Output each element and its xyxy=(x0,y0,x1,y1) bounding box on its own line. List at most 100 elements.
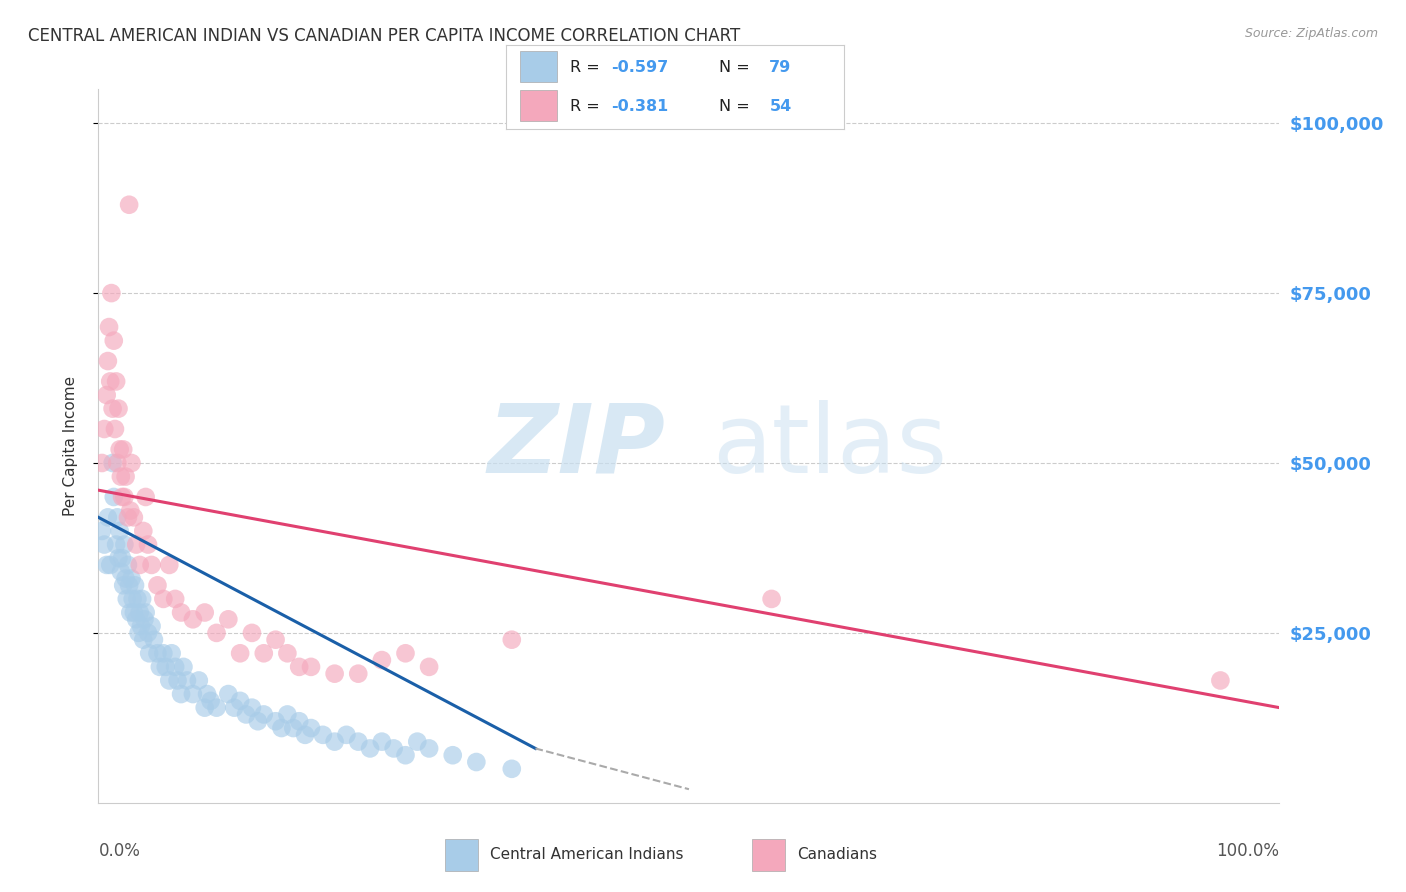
Point xyxy=(135,490,157,504)
Point xyxy=(294,728,316,742)
Point xyxy=(299,660,322,674)
Point xyxy=(146,578,169,592)
Point xyxy=(229,694,252,708)
Point xyxy=(125,612,148,626)
Point xyxy=(100,286,122,301)
Point xyxy=(142,632,165,647)
FancyBboxPatch shape xyxy=(446,839,478,871)
Point xyxy=(112,537,135,551)
Point xyxy=(98,558,121,572)
Point xyxy=(229,646,252,660)
Point xyxy=(135,606,157,620)
Point xyxy=(121,572,143,586)
Text: R =: R = xyxy=(571,60,605,75)
Point xyxy=(93,537,115,551)
Point xyxy=(132,524,155,538)
Point xyxy=(127,591,149,606)
Point xyxy=(114,469,136,483)
Point xyxy=(124,578,146,592)
Point xyxy=(114,572,136,586)
Point xyxy=(110,565,132,579)
Point xyxy=(371,734,394,748)
Point xyxy=(97,510,120,524)
Point xyxy=(107,551,129,566)
Point xyxy=(105,375,128,389)
Point xyxy=(194,700,217,714)
Point xyxy=(104,422,127,436)
Point xyxy=(97,354,120,368)
Point xyxy=(93,422,115,436)
Point xyxy=(108,442,131,457)
Point xyxy=(121,456,143,470)
Point xyxy=(240,626,263,640)
Point xyxy=(152,591,174,606)
Point xyxy=(118,578,141,592)
Point xyxy=(418,660,440,674)
Point xyxy=(299,721,322,735)
Point xyxy=(501,632,523,647)
Point xyxy=(117,510,139,524)
Point xyxy=(181,687,204,701)
Point xyxy=(323,734,346,748)
Point xyxy=(224,700,246,714)
Point xyxy=(312,728,335,742)
Point xyxy=(200,694,222,708)
Point xyxy=(406,734,429,748)
Text: 0.0%: 0.0% xyxy=(98,842,141,860)
Point xyxy=(121,591,143,606)
Point xyxy=(108,524,131,538)
Point xyxy=(165,591,187,606)
Point xyxy=(276,646,298,660)
Point xyxy=(103,490,125,504)
Point xyxy=(195,687,218,701)
Y-axis label: Per Capita Income: Per Capita Income xyxy=(63,376,77,516)
Point xyxy=(128,626,150,640)
Point xyxy=(172,660,194,674)
Point xyxy=(107,401,129,416)
Point xyxy=(157,558,180,572)
Point xyxy=(253,646,276,660)
Point xyxy=(98,375,121,389)
Point xyxy=(246,714,269,729)
Point xyxy=(128,558,150,572)
Point xyxy=(323,666,346,681)
Point xyxy=(117,558,139,572)
Point xyxy=(105,456,128,470)
Text: 79: 79 xyxy=(769,60,792,75)
Point xyxy=(152,646,174,660)
FancyBboxPatch shape xyxy=(752,839,785,871)
Text: Source: ZipAtlas.com: Source: ZipAtlas.com xyxy=(1244,27,1378,40)
Point xyxy=(441,748,464,763)
Point xyxy=(761,591,783,606)
FancyBboxPatch shape xyxy=(520,52,557,82)
Text: 100.0%: 100.0% xyxy=(1216,842,1279,860)
Point xyxy=(288,660,311,674)
Point xyxy=(205,626,228,640)
Text: Central American Indians: Central American Indians xyxy=(489,847,683,862)
Text: CENTRAL AMERICAN INDIAN VS CANADIAN PER CAPITA INCOME CORRELATION CHART: CENTRAL AMERICAN INDIAN VS CANADIAN PER … xyxy=(28,27,741,45)
FancyBboxPatch shape xyxy=(520,90,557,120)
Point xyxy=(176,673,198,688)
Point xyxy=(160,646,183,660)
Point xyxy=(105,510,128,524)
Point xyxy=(157,673,180,688)
Point xyxy=(120,606,142,620)
Point xyxy=(170,606,193,620)
Point xyxy=(122,510,145,524)
Point xyxy=(371,653,394,667)
Point xyxy=(347,666,370,681)
Point xyxy=(138,646,160,660)
Point xyxy=(120,503,142,517)
Point xyxy=(112,578,135,592)
Point xyxy=(136,626,159,640)
Point xyxy=(359,741,381,756)
Point xyxy=(205,700,228,714)
Point xyxy=(187,673,209,688)
Point xyxy=(101,456,124,470)
Point xyxy=(217,687,239,701)
Point xyxy=(111,551,134,566)
Point xyxy=(194,606,217,620)
Point xyxy=(418,741,440,756)
Point xyxy=(155,660,177,674)
Point xyxy=(134,612,156,626)
